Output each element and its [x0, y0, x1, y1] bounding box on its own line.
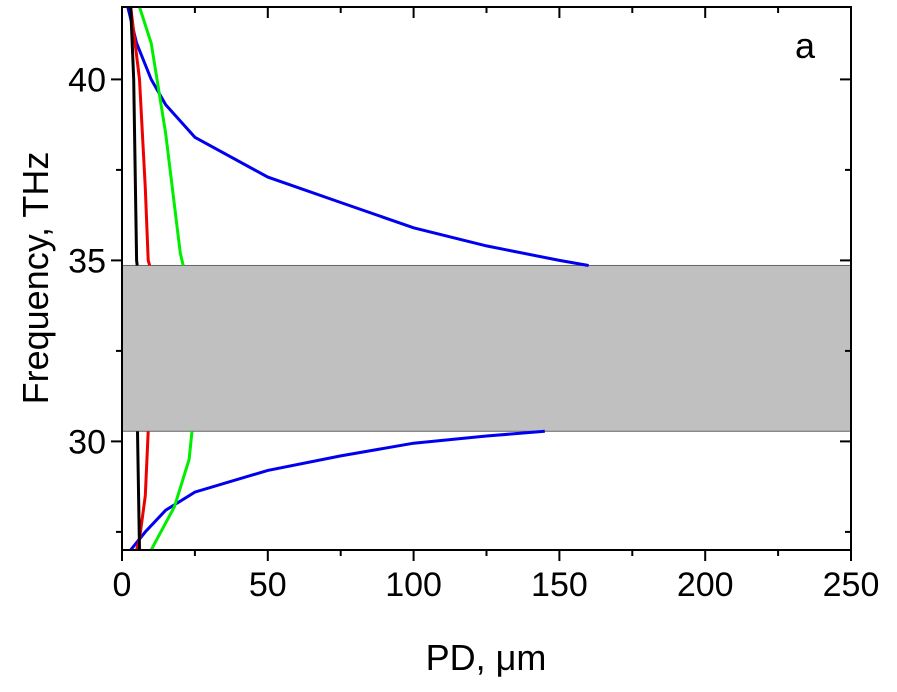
x-tick-label: 250: [823, 566, 880, 604]
y-tick-label: 30: [68, 423, 106, 461]
data-line: [138, 7, 194, 550]
y-tick-label: 40: [68, 61, 106, 99]
x-tick-label: 100: [385, 566, 442, 604]
annotation: a: [795, 25, 816, 66]
y-tick-label: 35: [68, 242, 106, 280]
y-axis-label: Frequency, THz: [15, 152, 56, 405]
data-line: [126, 7, 589, 550]
band: [121, 264, 852, 432]
plot-lines: [126, 7, 589, 550]
data-line: [129, 7, 141, 550]
x-tick-label: 200: [677, 566, 734, 604]
x-tick-label: 0: [113, 566, 132, 604]
x-tick-label: 50: [249, 566, 287, 604]
x-axis-label: PD, μm: [426, 637, 547, 678]
x-tick-label: 150: [531, 566, 588, 604]
